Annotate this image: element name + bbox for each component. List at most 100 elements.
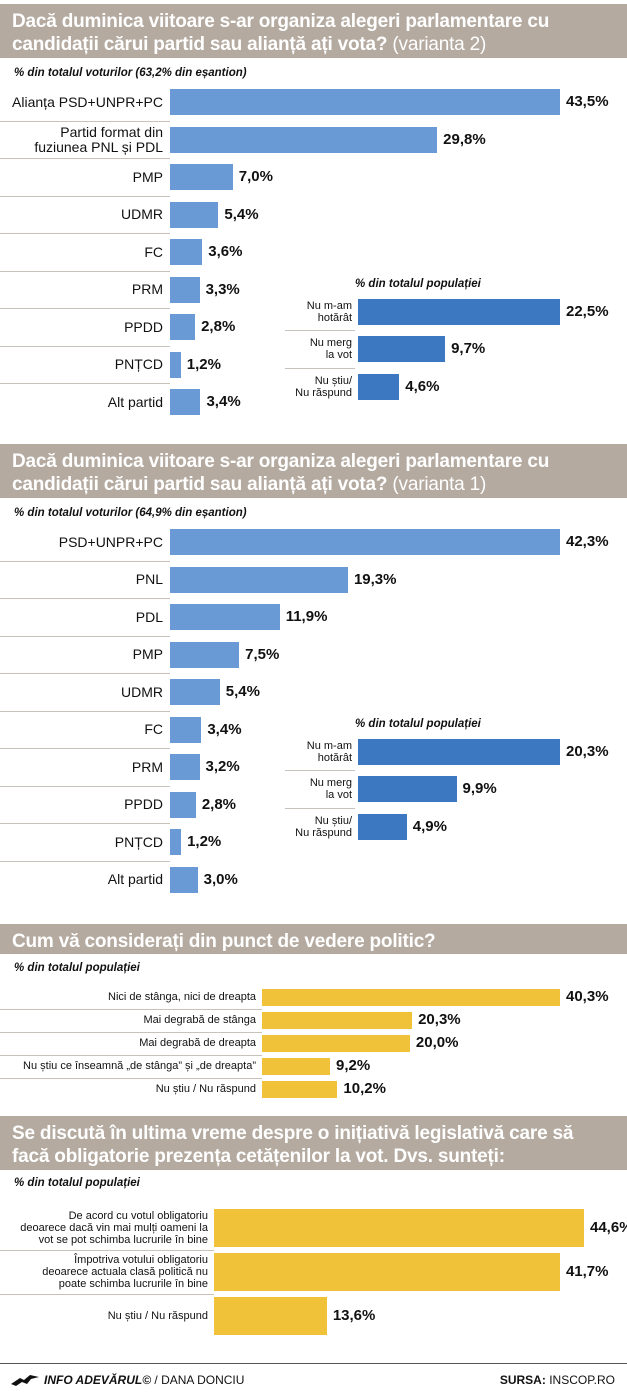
category-label: PNȚCD (0, 357, 163, 372)
bar-compulsory-vote (214, 1297, 327, 1335)
category-label: Alt partid (0, 394, 163, 410)
category-label: Nu știu ce înseamnă „de stânga” și „de d… (0, 1060, 256, 1072)
chart-1-title: Dacă duminica viitoare s-ar organiza ale… (0, 4, 627, 58)
value-label: 42,3% (566, 533, 609, 550)
footer-author: / DANA DONCIU (151, 1373, 245, 1387)
bar-PPDD (170, 314, 196, 340)
value-label: 20,3% (418, 1011, 461, 1028)
bar-Partid format din fuziunea PNL și PDL (170, 126, 438, 153)
value-label: 3,0% (203, 870, 238, 888)
category-label: UDMR (0, 207, 163, 222)
bar-PSD+UNPR+PC (170, 529, 560, 555)
inset-value-label: 9,7% (451, 340, 486, 357)
value-label: 29,8% (443, 130, 486, 148)
bar-UDMR (170, 201, 219, 228)
row-divider (0, 345, 170, 347)
row-divider (0, 1054, 262, 1056)
footer-source-value: INSCOP.RO (545, 1373, 615, 1387)
footer: INFO ADEVĂRUL© / DANA DONCIU SURSA: INSC… (0, 1363, 627, 1395)
inset-category-label: Nu merg la vot (92, 777, 352, 801)
category-label: UDMR (0, 684, 163, 700)
row-divider (0, 308, 170, 310)
category-label-line: Alianța PSD+UNPR+PC (12, 93, 163, 110)
inset-category-label: Nu m-am hotărât (92, 300, 352, 324)
category-label-line: Nu m-am (306, 739, 352, 752)
inset-bar (358, 776, 457, 802)
category-label-line: Nu știu/ (314, 374, 352, 387)
category-label-line: Nu răspund (295, 386, 352, 399)
bar-PNȚCD (170, 351, 181, 378)
chart-1-sublabel: % din totalul voturilor (63,2% din eșant… (14, 67, 247, 79)
value-label: 10,2% (343, 1080, 386, 1097)
category-label: FC (0, 244, 163, 260)
bar-Alt partid (170, 389, 201, 415)
category-label: De acord cu votul obligatoriu deoarece da… (0, 1210, 208, 1246)
chart-2-title: Dacă duminica viitoare s-ar organiza ale… (0, 444, 627, 498)
row-divider (0, 673, 170, 675)
category-label-line: PNȚCD (114, 833, 163, 850)
category-label-line: PPDD (124, 318, 163, 335)
value-label: 41,7% (565, 1263, 609, 1280)
chart-variant: (varianta 1) (392, 474, 487, 495)
value-label: 44,6% (590, 1219, 627, 1236)
chart-title-text: Dacă duminica viitoare s-ar organiza ale… (12, 11, 550, 55)
value-label: 2,8% (201, 318, 236, 335)
row-divider (0, 1008, 262, 1010)
row-divider (0, 785, 170, 787)
category-label-line: Nu știu / Nu răspund (155, 1083, 256, 1095)
category-label-line: fuziunea PNL și PDL (34, 138, 163, 155)
row-divider (0, 1077, 262, 1079)
inset-category-label: Nu m-am hotărât (92, 740, 352, 764)
value-label: 7,0% (238, 168, 273, 185)
bar-PRM (170, 276, 200, 303)
value-label: 3,4% (206, 393, 241, 410)
category-label: PRM (0, 282, 163, 297)
row-divider (0, 860, 170, 862)
value-label: 19,3% (353, 570, 397, 588)
category-label: Mai degrabă de dreapta (0, 1037, 256, 1049)
category-label-line: la vot (325, 349, 352, 361)
category-label-line: hotărât (317, 751, 352, 764)
value-label: 11,9% (285, 608, 328, 625)
row-divider (0, 598, 170, 600)
inset-value-label: 9,9% (462, 780, 497, 797)
category-label-line: PRM (131, 281, 163, 297)
row-divider (0, 1294, 214, 1295)
inset-category-label: Nu merg la vot (92, 337, 352, 361)
category-label-line: PDL (135, 608, 163, 625)
footer-source: SURSA: INSCOP.RO (500, 1373, 615, 1387)
bar-orientation (262, 1080, 338, 1098)
value-label: 5,4% (225, 683, 260, 700)
bar-orientation (262, 988, 560, 1006)
row-divider (285, 330, 355, 332)
inset-category-label: Nu știu/Nu răspund (92, 815, 352, 839)
value-label: 13,6% (332, 1307, 376, 1324)
row-divider (0, 383, 170, 385)
footer-source-label: SURSA: (499, 1373, 546, 1387)
bar-PDL (170, 604, 280, 630)
value-label: 3,6% (208, 243, 243, 260)
bar-PMP (170, 164, 233, 190)
chart-4-sublabel: % din totalul populației (14, 1177, 140, 1189)
category-label-line: PRM (131, 758, 163, 775)
footer-brand: INFO ADEVĂRUL© (44, 1373, 152, 1387)
bar-orientation (262, 1034, 410, 1052)
bar-UDMR (170, 679, 220, 705)
value-label: 2,8% (201, 795, 237, 813)
value-label: 3,4% (207, 720, 242, 738)
category-label-line: Alt partid (107, 871, 163, 887)
value-label: 5,4% (224, 205, 259, 223)
row-divider (0, 560, 170, 562)
inset-bar (358, 298, 560, 325)
inset-sublabel: % din totalul populației (355, 277, 481, 290)
inset-sublabel: % din totalul populației (355, 717, 481, 730)
category-label-line: Nu răspund (295, 826, 352, 839)
category-label: Mai degrabă de stânga (0, 1014, 256, 1026)
chart-3-title: Cum vă considerați din punct de vedere p… (0, 924, 627, 954)
row-divider (285, 367, 355, 369)
row-divider (285, 807, 355, 809)
category-label: PPDD (0, 797, 163, 812)
category-label-line: la vot (325, 789, 352, 801)
inset-bar (358, 738, 560, 765)
bar-FC (170, 716, 202, 743)
